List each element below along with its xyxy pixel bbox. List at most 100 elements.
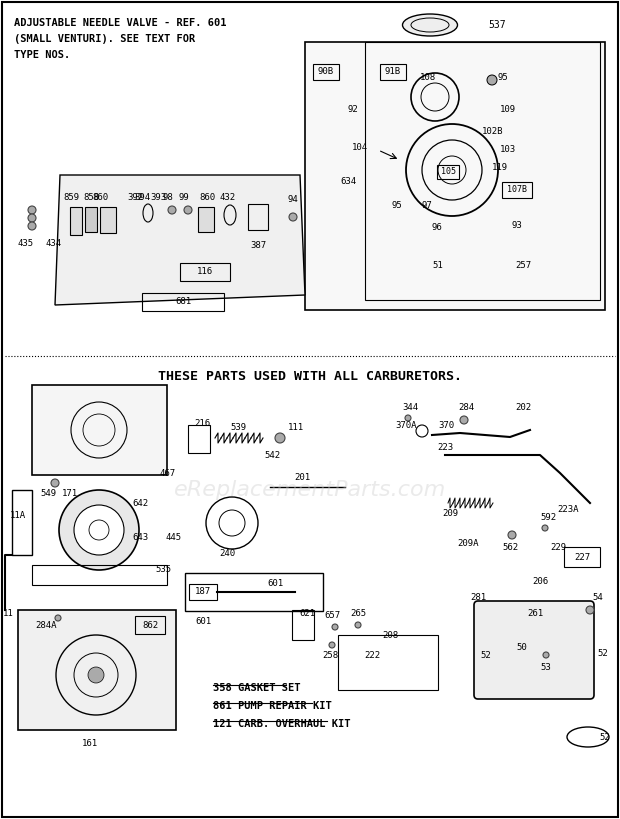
Circle shape <box>508 531 516 539</box>
Text: 601: 601 <box>195 617 211 626</box>
Text: 161: 161 <box>82 739 98 748</box>
Text: 108: 108 <box>420 74 436 83</box>
Text: 562: 562 <box>502 542 518 551</box>
Circle shape <box>55 615 61 621</box>
Bar <box>305 42 605 310</box>
Bar <box>100 207 116 233</box>
Text: 434: 434 <box>45 238 61 247</box>
Text: 467: 467 <box>160 468 176 477</box>
Bar <box>338 635 438 690</box>
Text: 858: 858 <box>83 193 99 202</box>
Text: 104: 104 <box>352 143 368 152</box>
Circle shape <box>168 206 176 214</box>
Text: 240: 240 <box>219 549 235 558</box>
Text: 370A: 370A <box>395 420 417 429</box>
Circle shape <box>28 214 36 222</box>
Text: 116: 116 <box>197 268 213 277</box>
Text: 98: 98 <box>162 193 174 202</box>
Text: 50: 50 <box>516 642 528 651</box>
Circle shape <box>28 222 36 230</box>
Text: 535: 535 <box>155 565 171 574</box>
Text: 109: 109 <box>500 106 516 115</box>
Text: (SMALL VENTURI). SEE TEXT FOR: (SMALL VENTURI). SEE TEXT FOR <box>14 34 195 44</box>
Circle shape <box>487 75 497 85</box>
Text: 859: 859 <box>63 193 79 202</box>
Text: 208: 208 <box>382 631 398 640</box>
Text: 860: 860 <box>92 193 108 202</box>
Bar <box>313 64 339 80</box>
Text: 209A: 209A <box>458 539 479 547</box>
Text: 119: 119 <box>492 164 508 173</box>
Text: 54: 54 <box>592 592 603 601</box>
Bar <box>365 42 600 300</box>
Text: 358 GASKET SET: 358 GASKET SET <box>213 683 301 693</box>
Text: 643: 643 <box>132 532 148 541</box>
Circle shape <box>88 667 104 683</box>
Text: 601: 601 <box>267 578 283 587</box>
Bar <box>85 207 97 232</box>
Text: 392: 392 <box>127 193 143 202</box>
Bar <box>189 584 217 600</box>
Text: 370: 370 <box>438 420 454 429</box>
Bar <box>502 182 532 198</box>
Text: 97: 97 <box>422 201 433 210</box>
Circle shape <box>184 206 192 214</box>
Text: 102B: 102B <box>482 128 503 137</box>
Text: 11A: 11A <box>10 510 26 519</box>
Text: 209: 209 <box>442 509 458 518</box>
Text: 265: 265 <box>350 609 366 618</box>
Text: 171: 171 <box>62 488 78 497</box>
Text: 432: 432 <box>220 193 236 202</box>
Text: 96: 96 <box>432 224 443 233</box>
Text: 92: 92 <box>348 106 359 115</box>
Text: 257: 257 <box>515 260 531 269</box>
Text: 52: 52 <box>598 649 608 658</box>
Circle shape <box>51 479 59 487</box>
Text: 435: 435 <box>18 238 34 247</box>
Bar <box>248 204 268 230</box>
Text: 344: 344 <box>402 402 418 411</box>
Text: 634: 634 <box>340 178 356 187</box>
Text: THESE PARTS USED WITH ALL CARBURETORS.: THESE PARTS USED WITH ALL CARBURETORS. <box>158 370 462 383</box>
FancyBboxPatch shape <box>474 601 594 699</box>
Circle shape <box>542 525 548 531</box>
Text: 222: 222 <box>364 650 380 659</box>
Text: 284A: 284A <box>35 621 56 630</box>
Bar <box>70 207 82 235</box>
Text: 592: 592 <box>540 513 556 522</box>
Bar <box>292 610 314 640</box>
Text: 281: 281 <box>470 592 486 601</box>
Text: 90B: 90B <box>318 67 334 76</box>
Text: 94: 94 <box>288 196 298 205</box>
Text: 201: 201 <box>294 473 310 482</box>
Circle shape <box>289 213 297 221</box>
Text: 284: 284 <box>458 402 474 411</box>
Text: 642: 642 <box>132 499 148 508</box>
Circle shape <box>59 490 139 570</box>
Text: 99: 99 <box>179 193 189 202</box>
Circle shape <box>275 433 285 443</box>
Circle shape <box>74 505 124 555</box>
Bar <box>180 263 230 281</box>
Text: 52: 52 <box>480 650 492 659</box>
Text: 860: 860 <box>199 193 215 202</box>
Text: 93: 93 <box>512 220 523 229</box>
Text: 51: 51 <box>432 260 443 269</box>
Text: 223A: 223A <box>557 505 578 514</box>
Text: 103: 103 <box>500 146 516 155</box>
Text: 11: 11 <box>3 609 14 618</box>
Bar <box>185 573 323 611</box>
Text: 539: 539 <box>230 423 246 432</box>
Text: 187: 187 <box>195 587 211 596</box>
Circle shape <box>28 206 36 214</box>
Circle shape <box>332 624 338 630</box>
Text: 227: 227 <box>574 553 590 562</box>
Text: ADJUSTABLE NEEDLE VALVE - REF. 601: ADJUSTABLE NEEDLE VALVE - REF. 601 <box>14 18 226 28</box>
Bar <box>32 385 167 475</box>
Text: 95: 95 <box>498 73 509 82</box>
Text: TYPE NOS.: TYPE NOS. <box>14 50 70 60</box>
Ellipse shape <box>402 14 458 36</box>
Text: 621: 621 <box>299 609 315 618</box>
Text: 258: 258 <box>322 650 338 659</box>
Bar <box>135 616 165 634</box>
